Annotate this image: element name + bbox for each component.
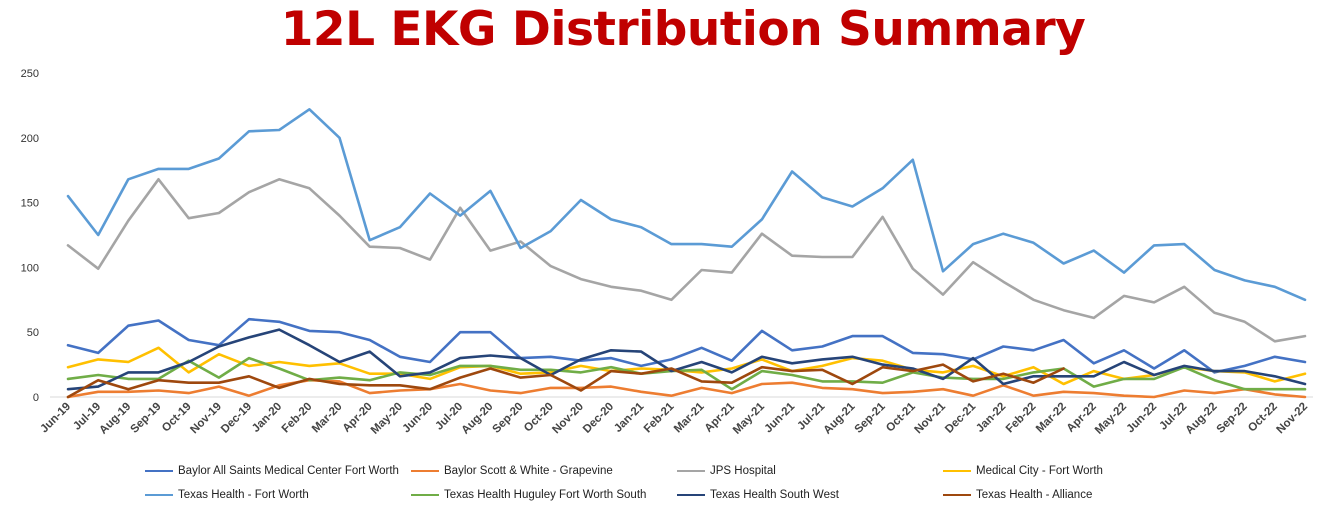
series-line [66, 356, 1307, 391]
x-tick-label: Dec-19 [219, 401, 254, 436]
x-tick-label: Nov-22 [1275, 401, 1311, 437]
x-tick-label: Mar-20 [310, 401, 345, 436]
legend-label: Texas Health - Fort Worth [178, 489, 309, 501]
y-tick-label: 250 [21, 68, 39, 80]
series-line [66, 363, 1065, 399]
y-axis: 0 50 100 150 200 250 [21, 68, 39, 404]
legend-label: Medical City - Fort Worth [976, 465, 1103, 477]
legend-label: Texas Health Huguley Fort Worth South [444, 489, 647, 501]
x-tick-label: Aug-21 [822, 400, 858, 436]
x-tick-label: Sep-19 [128, 401, 163, 436]
chart-title: 12L EKG Distribution Summary [280, 2, 1086, 57]
x-tick-label: Sep-22 [1215, 401, 1250, 436]
legend-label: Texas Health - Alliance [976, 489, 1093, 501]
x-tick-label: Nov-20 [550, 401, 586, 437]
legend-item: Baylor Scott & White - Grapevine [411, 462, 613, 480]
x-tick-label: Jun-19 [38, 401, 73, 436]
legend-item: Texas Health - Alliance [943, 486, 1092, 504]
x-tick-label: Feb-21 [642, 400, 677, 435]
series-line [66, 328, 1307, 391]
x-tick-label: Aug-20 [459, 401, 495, 437]
series-line [66, 108, 1307, 302]
x-tick-label: Dec-20 [581, 401, 616, 436]
x-tick-label: Aug-19 [97, 401, 133, 437]
series-line [66, 378, 1307, 399]
x-tick-label: May-21 [731, 400, 767, 436]
legend-swatch [943, 493, 971, 497]
x-tick-label: Jun-21 [763, 400, 798, 435]
legend-swatch [411, 493, 439, 497]
series-lines [66, 108, 1307, 399]
x-tick-label: Dec-21 [943, 400, 979, 436]
x-tick-label: May-22 [1093, 401, 1129, 437]
x-tick-label: Nov-19 [188, 401, 224, 437]
legend-label: Baylor All Saints Medical Center Fort Wo… [178, 465, 399, 477]
x-tick-label: Jan-22 [974, 401, 1008, 435]
x-tick-label: Aug-22 [1184, 401, 1220, 437]
legend-swatch [677, 469, 705, 473]
x-tick-label: Nov-21 [912, 400, 948, 436]
x-tick-label: Feb-20 [280, 401, 315, 436]
legend-item: Texas Health Huguley Fort Worth South [411, 486, 646, 504]
legend-label: Texas Health South West [710, 489, 839, 501]
x-tick-label: May-20 [369, 401, 405, 437]
y-tick-label: 150 [21, 198, 39, 210]
x-axis: Jun-19Jul-19Aug-19Sep-19Oct-19Nov-19Dec-… [38, 396, 1313, 437]
line-chart: 0 50 100 150 200 250 Jun-19Jul-19Aug-19Sep-19… [21, 68, 1313, 437]
series-line [66, 317, 1307, 374]
legend-item: Baylor All Saints Medical Center Fort Wo… [145, 462, 399, 480]
y-tick-label: 100 [21, 262, 39, 274]
x-tick-label: Jan-20 [250, 401, 284, 435]
x-tick-label: Mar-21 [672, 400, 707, 435]
legend-label: Baylor Scott & White - Grapevine [444, 465, 613, 477]
x-tick-label: Sep-21 [853, 400, 889, 436]
x-tick-label: Jun-22 [1125, 401, 1160, 436]
x-tick-label: Jun-20 [400, 401, 435, 436]
legend-swatch [677, 493, 705, 497]
series-line [66, 178, 1307, 343]
y-tick-label: 50 [27, 327, 39, 339]
x-tick-label: Feb-22 [1004, 401, 1039, 436]
legend-swatch [411, 469, 439, 473]
x-tick-label: Sep-20 [491, 401, 526, 436]
legend-swatch [943, 469, 971, 473]
legend-item: JPS Hospital [677, 462, 776, 480]
legend-label: JPS Hospital [710, 465, 776, 477]
legend-item: Texas Health South West [677, 486, 839, 504]
y-tick-label: 0 [33, 392, 39, 404]
legend-swatch [145, 493, 173, 497]
x-tick-label: Jan-21 [612, 400, 647, 435]
y-tick-label: 200 [21, 133, 39, 145]
legend-item: Medical City - Fort Worth [943, 462, 1103, 480]
legend-item: Texas Health - Fort Worth [145, 486, 309, 504]
legend-swatch [145, 469, 173, 473]
x-tick-label: Mar-22 [1034, 401, 1069, 436]
